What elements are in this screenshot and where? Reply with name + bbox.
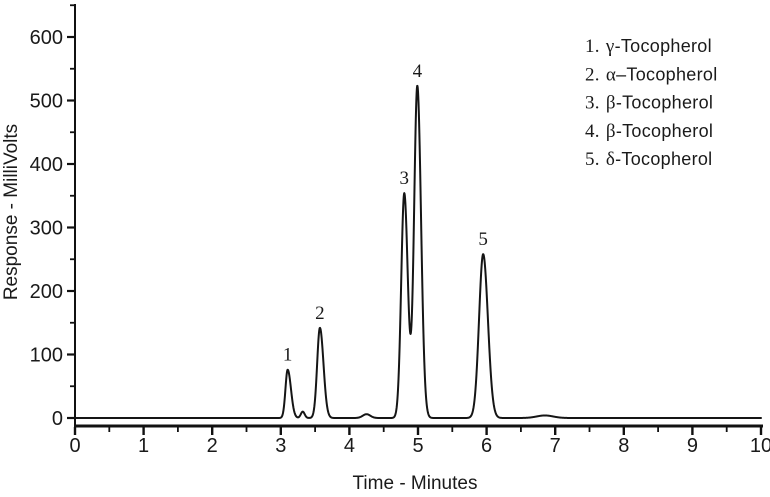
y-tick-label: 600: [30, 27, 63, 49]
x-tick-label: 0: [69, 435, 80, 457]
peak-number-label: 5: [478, 229, 488, 250]
x-tick-label: 4: [344, 435, 355, 457]
legend-item-greek-letter: α: [606, 64, 616, 85]
legend-item: 4. β-Tocopherol: [585, 121, 713, 142]
y-tick-label: 200: [30, 281, 63, 303]
x-tick-label: 8: [618, 435, 629, 457]
x-tick-label: 5: [412, 435, 423, 457]
legend-item-number: 1.: [585, 36, 600, 57]
y-tick-label: 0: [52, 408, 63, 430]
x-tick-label: 9: [687, 435, 698, 457]
legend-item: 5. δ-Tocopherol: [585, 149, 712, 170]
legend-item-number: 4.: [585, 121, 600, 142]
y-tick-label: 300: [30, 218, 63, 240]
x-tick-label: 6: [481, 435, 492, 457]
peak-number-label: 2: [315, 303, 325, 324]
x-axis-title: Time - Minutes: [353, 473, 478, 494]
x-tick-label: 1: [138, 435, 149, 457]
legend-item-greek-letter: γ: [605, 36, 615, 57]
legend-item-compound-name: -Tocopherol: [615, 149, 712, 169]
chromatogram-trace: [74, 84, 762, 419]
legend-item: 1. γ-Tocopherol: [585, 36, 712, 57]
legend-item-compound-name: -Tocopherol: [616, 121, 713, 141]
legend-item-compound-name: -Tocopherol: [616, 93, 713, 113]
peak-number-label: 3: [400, 168, 410, 189]
x-tick-label: 7: [550, 435, 561, 457]
x-tick-label: 10: [750, 435, 770, 457]
legend-item-number: 2.: [585, 64, 600, 85]
x-tick-label: 3: [275, 435, 286, 457]
legend-item-greek-letter: β: [606, 93, 616, 114]
legend-item: 3. β-Tocopherol: [585, 93, 713, 114]
y-tick-label: 400: [30, 154, 63, 176]
legend-item-greek-letter: β: [606, 121, 616, 142]
x-tick-label: 2: [207, 435, 218, 457]
peak-number-label: 4: [413, 61, 423, 82]
y-axis-title: Response - MilliVolts: [1, 124, 22, 300]
peak-number-label: 1: [283, 345, 293, 366]
legend-item-compound-name: –Tocopherol: [616, 64, 717, 84]
y-tick-label: 500: [30, 91, 63, 113]
legend-item-compound-name: -Tocopherol: [615, 36, 712, 56]
y-tick-label: 100: [30, 345, 63, 367]
legend-item-number: 5.: [585, 149, 600, 170]
legend-item-greek-letter: δ: [606, 149, 615, 170]
legend-item: 2. α–Tocopherol: [585, 64, 718, 85]
legend-item-number: 3.: [585, 93, 600, 114]
